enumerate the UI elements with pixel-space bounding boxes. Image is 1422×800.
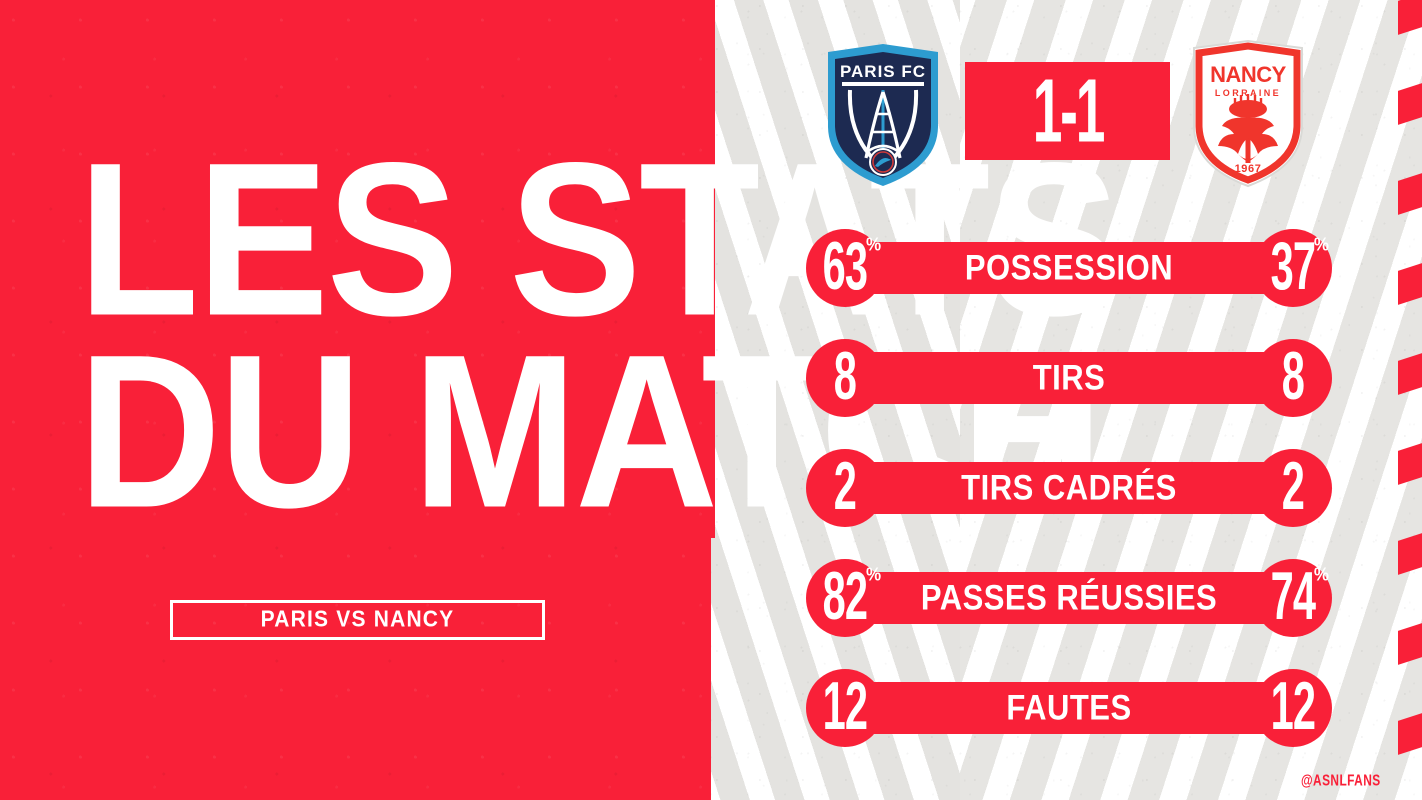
stat-home-value: 63 xyxy=(822,229,868,305)
stat-row-tirs-cadres: 2 TIRS CADRÉS 2 xyxy=(806,449,1332,527)
edge-dash xyxy=(1398,0,1422,35)
stat-row-possession: 63 % POSSESSION 37 % xyxy=(806,229,1332,307)
stat-home-value: 82 xyxy=(822,559,868,635)
match-label-text: PARIS VS NANCY xyxy=(260,606,455,633)
stat-home-unit: % xyxy=(866,564,882,585)
stat-row-fautes: 12 FAUTES 12 xyxy=(806,669,1332,747)
stat-away-unit: % xyxy=(1313,234,1329,255)
stat-bar xyxy=(842,352,1296,404)
stat-away-circle: 2 xyxy=(1254,449,1332,527)
edge-dash xyxy=(1398,261,1422,305)
stat-bar xyxy=(842,572,1296,624)
stat-home-circle: 8 xyxy=(806,339,884,417)
edge-dash xyxy=(1398,81,1422,125)
score-box: 1-1 xyxy=(965,62,1170,160)
stat-home-circle: 82 % xyxy=(806,559,884,637)
edge-dash xyxy=(1398,621,1422,665)
stat-away-circle: 8 xyxy=(1254,339,1332,417)
stat-home-circle: 63 % xyxy=(806,229,884,307)
stat-away-value: 74 xyxy=(1270,559,1316,635)
edge-dash xyxy=(1398,351,1422,395)
stat-home-circle: 2 xyxy=(806,449,884,527)
stat-home-value: 2 xyxy=(833,449,857,525)
stat-label: POSSESSION xyxy=(964,247,1174,288)
stat-away-value: 8 xyxy=(1281,339,1305,415)
edge-dash xyxy=(1398,531,1422,575)
stat-label: TIRS xyxy=(1032,357,1106,398)
left-red-panel-lower xyxy=(0,536,711,800)
score-text: 1-1 xyxy=(1032,59,1105,162)
stat-bar xyxy=(842,682,1296,734)
stat-away-value: 2 xyxy=(1281,449,1305,525)
svg-text:PARIS FC: PARIS FC xyxy=(840,62,926,81)
stat-home-value: 8 xyxy=(833,339,857,415)
stat-home-circle: 12 xyxy=(806,669,884,747)
edge-dash xyxy=(1398,711,1422,755)
svg-text:LORRAINE: LORRAINE xyxy=(1215,88,1281,98)
stat-home-unit: % xyxy=(866,234,882,255)
nancy-crest-icon: NANCY LORRAINE 1967 xyxy=(1188,38,1308,190)
left-red-panel-upper xyxy=(0,0,715,538)
match-label-box: PARIS VS NANCY xyxy=(170,600,545,640)
stat-away-unit: % xyxy=(1313,564,1329,585)
stat-row-passes-reussies: 82 % PASSES RÉUSSIES 74 % xyxy=(806,559,1332,637)
stat-label: PASSES RÉUSSIES xyxy=(920,577,1218,618)
stat-row-tirs: 8 TIRS 8 xyxy=(806,339,1332,417)
watermark: @ASNLFANS xyxy=(1301,770,1381,790)
stat-away-circle: 74 % xyxy=(1254,559,1332,637)
stat-away-value: 12 xyxy=(1270,669,1316,745)
svg-text:NANCY: NANCY xyxy=(1210,62,1287,87)
edge-dash-strip xyxy=(1396,0,1422,800)
svg-text:1967: 1967 xyxy=(1235,163,1262,175)
stat-bar xyxy=(842,462,1296,514)
stat-label: TIRS CADRÉS xyxy=(961,467,1177,508)
stat-away-circle: 12 xyxy=(1254,669,1332,747)
stat-away-value: 37 xyxy=(1270,229,1316,305)
stat-home-value: 12 xyxy=(822,669,868,745)
edge-dash xyxy=(1398,171,1422,215)
edge-dash xyxy=(1398,441,1422,485)
stat-label: FAUTES xyxy=(1006,687,1132,728)
stat-away-circle: 37 % xyxy=(1254,229,1332,307)
stat-bar xyxy=(842,242,1296,294)
paris-fc-crest-icon: PARIS FC xyxy=(822,40,944,190)
